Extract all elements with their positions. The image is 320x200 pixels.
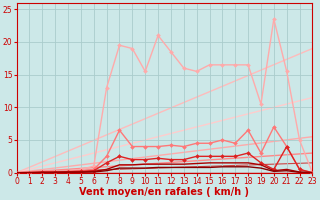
X-axis label: Vent moyen/en rafales ( km/h ): Vent moyen/en rafales ( km/h ) (79, 187, 250, 197)
